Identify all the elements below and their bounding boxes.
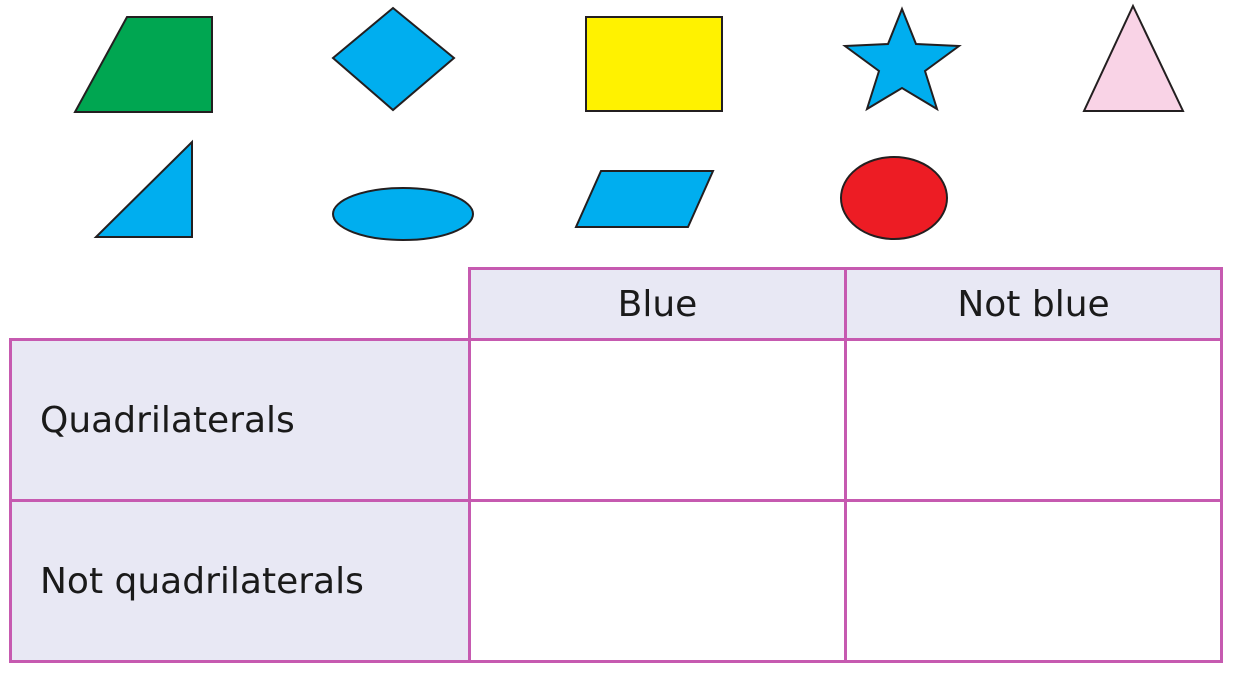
- table-row-quadrilaterals: Quadrilaterals: [9, 338, 1223, 502]
- cell-not-quadrilaterals-not-blue[interactable]: [844, 499, 1223, 663]
- sorting-table: Blue Not blue Quadrilaterals Not quadril…: [9, 267, 1223, 663]
- cell-quadrilaterals-blue[interactable]: [468, 338, 847, 502]
- parallelogram-shape: [574, 170, 715, 228]
- row-header-not-quadrilaterals: Not quadrilaterals: [9, 499, 471, 663]
- right-triangle-shape: [93, 139, 193, 238]
- shapes-panel: [73, 3, 1185, 241]
- trapezium-shape: [73, 16, 213, 113]
- table-row-not-quadrilaterals: Not quadrilaterals: [9, 499, 1223, 663]
- ellipse-shape: [332, 187, 474, 241]
- column-header-blue: Blue: [468, 267, 847, 341]
- star-shape: [842, 6, 962, 112]
- row-header-quadrilaterals: Quadrilaterals: [9, 338, 471, 502]
- isosceles-triangle-shape: [1082, 3, 1185, 112]
- cell-not-quadrilaterals-blue[interactable]: [468, 499, 847, 663]
- table-corner-empty: [11, 269, 470, 340]
- table-header-row: Blue Not blue: [11, 267, 1223, 341]
- cell-quadrilaterals-not-blue[interactable]: [844, 338, 1223, 502]
- column-header-not-blue: Not blue: [844, 267, 1223, 341]
- rectangle-shape: [585, 16, 723, 112]
- circle-shape: [840, 156, 948, 240]
- rhombus-shape: [331, 6, 456, 112]
